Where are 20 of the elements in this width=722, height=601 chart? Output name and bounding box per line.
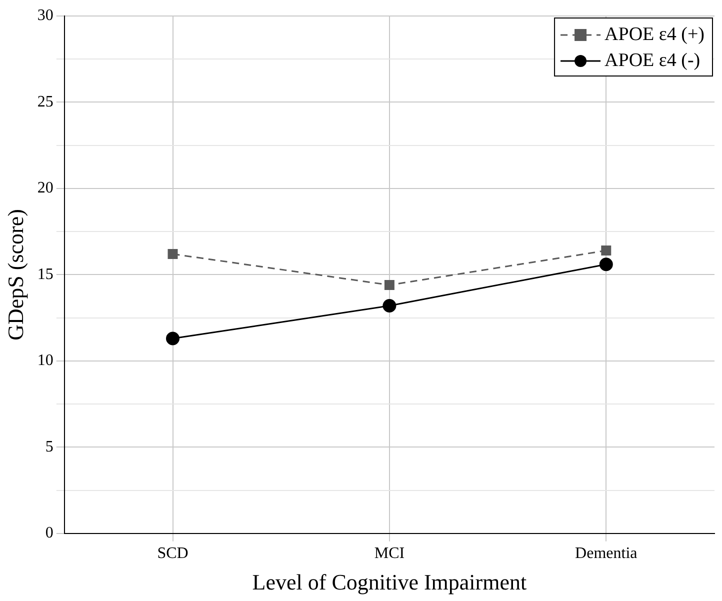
y-axis-title: GDepS (score) (2, 209, 28, 340)
y-tick-label: 10 (37, 352, 54, 370)
x-axis-title: Level of Cognitive Impairment (252, 570, 527, 595)
x-tick-label: Dementia (575, 545, 638, 562)
point (599, 258, 613, 272)
y-tick-label: 30 (37, 7, 54, 24)
x-tick-label: MCI (374, 545, 405, 562)
point (384, 280, 394, 290)
y-tick-label: 20 (37, 180, 54, 197)
point (166, 332, 180, 346)
y-tick-label: 25 (37, 93, 54, 110)
point (601, 246, 612, 256)
y-tick-label: 0 (45, 524, 54, 542)
legend-label: APOE ε4 (+) (604, 24, 705, 45)
y-tick-label: 5 (45, 438, 54, 456)
point (382, 298, 396, 312)
legend-label: APOE ε4 (-) (604, 50, 700, 71)
y-tick-label: 15 (37, 266, 54, 283)
x-tick-label: SCD (157, 545, 188, 562)
point (168, 249, 178, 259)
